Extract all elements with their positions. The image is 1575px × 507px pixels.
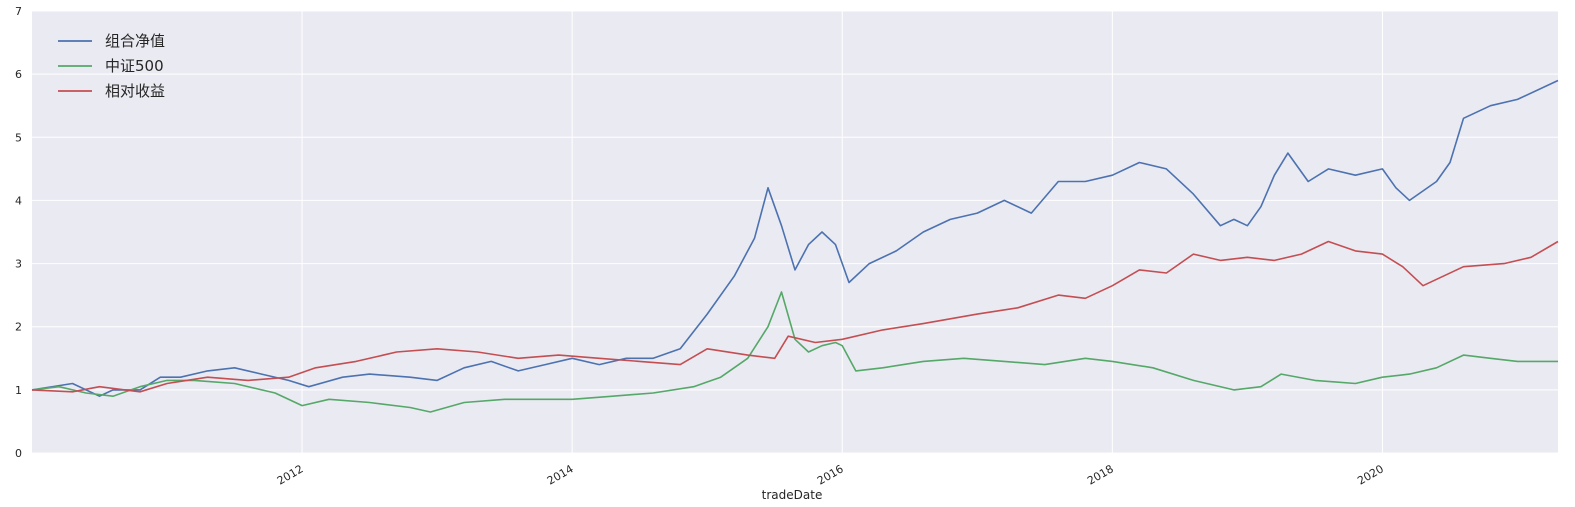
series-line-1 — [31, 291, 1558, 413]
grid — [32, 10, 1558, 454]
x-tick-label: 2016 — [815, 462, 846, 487]
legend-label: 中证500 — [105, 57, 164, 75]
series-line-0 — [31, 79, 1559, 398]
series-layer — [31, 79, 1559, 413]
legend-label: 相对收益 — [105, 82, 165, 100]
x-tick-label: 2020 — [1355, 462, 1386, 487]
series-line-2 — [31, 240, 1559, 393]
y-tick-label: 3 — [15, 258, 22, 271]
y-tick-label: 6 — [15, 68, 22, 81]
y-tick-label: 5 — [15, 131, 22, 144]
x-tick-label: 2018 — [1085, 462, 1116, 487]
y-tick-label: 7 — [15, 5, 22, 18]
x-axis-title: tradeDate — [762, 488, 823, 502]
y-axis: 0 1 2 3 4 5 6 7 — [15, 5, 22, 460]
y-tick-label: 0 — [15, 447, 22, 460]
y-tick-label: 1 — [15, 384, 22, 397]
x-tick-label: 2012 — [275, 462, 306, 487]
y-tick-label: 4 — [15, 194, 22, 207]
y-tick-label: 2 — [15, 321, 22, 334]
x-tick-label: 2014 — [545, 462, 576, 487]
legend-label: 组合净值 — [105, 32, 165, 50]
x-axis: 2012 2014 2016 2018 2020 — [275, 462, 1386, 487]
plot-area — [32, 11, 1558, 453]
